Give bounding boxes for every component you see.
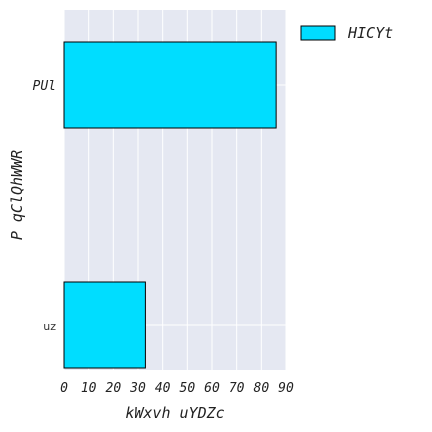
x-tick-label: 60 (204, 381, 220, 396)
y-tick-label: PUl (33, 79, 56, 94)
x-tick-label: 10 (81, 381, 97, 396)
x-tick-label: 50 (180, 381, 196, 396)
x-tick-label: 30 (129, 381, 146, 396)
x-tick-label: 70 (229, 381, 245, 396)
x-tick-labels: 0 10 20 30 40 50 60 70 80 90 (60, 381, 294, 396)
x-axis-label: kWxvh uYDZc (125, 404, 224, 422)
bar-uz (63, 281, 146, 369)
legend-swatch (300, 25, 336, 41)
legend-label: HICYt (347, 24, 393, 42)
y-tick-labels: PUl uz (33, 79, 57, 333)
bars (63, 41, 277, 369)
bar-pul (63, 41, 277, 129)
y-axis-label: P qClQhWWR (8, 150, 26, 240)
legend: HICYt (300, 24, 393, 42)
y-tick-label: uz (43, 320, 56, 333)
x-tick-label: 80 (254, 381, 270, 396)
x-tick-label: 90 (278, 381, 294, 396)
x-tick-label: 20 (106, 381, 122, 396)
x-tick-label: 0 (60, 381, 68, 396)
x-tick-label: 40 (155, 381, 171, 396)
